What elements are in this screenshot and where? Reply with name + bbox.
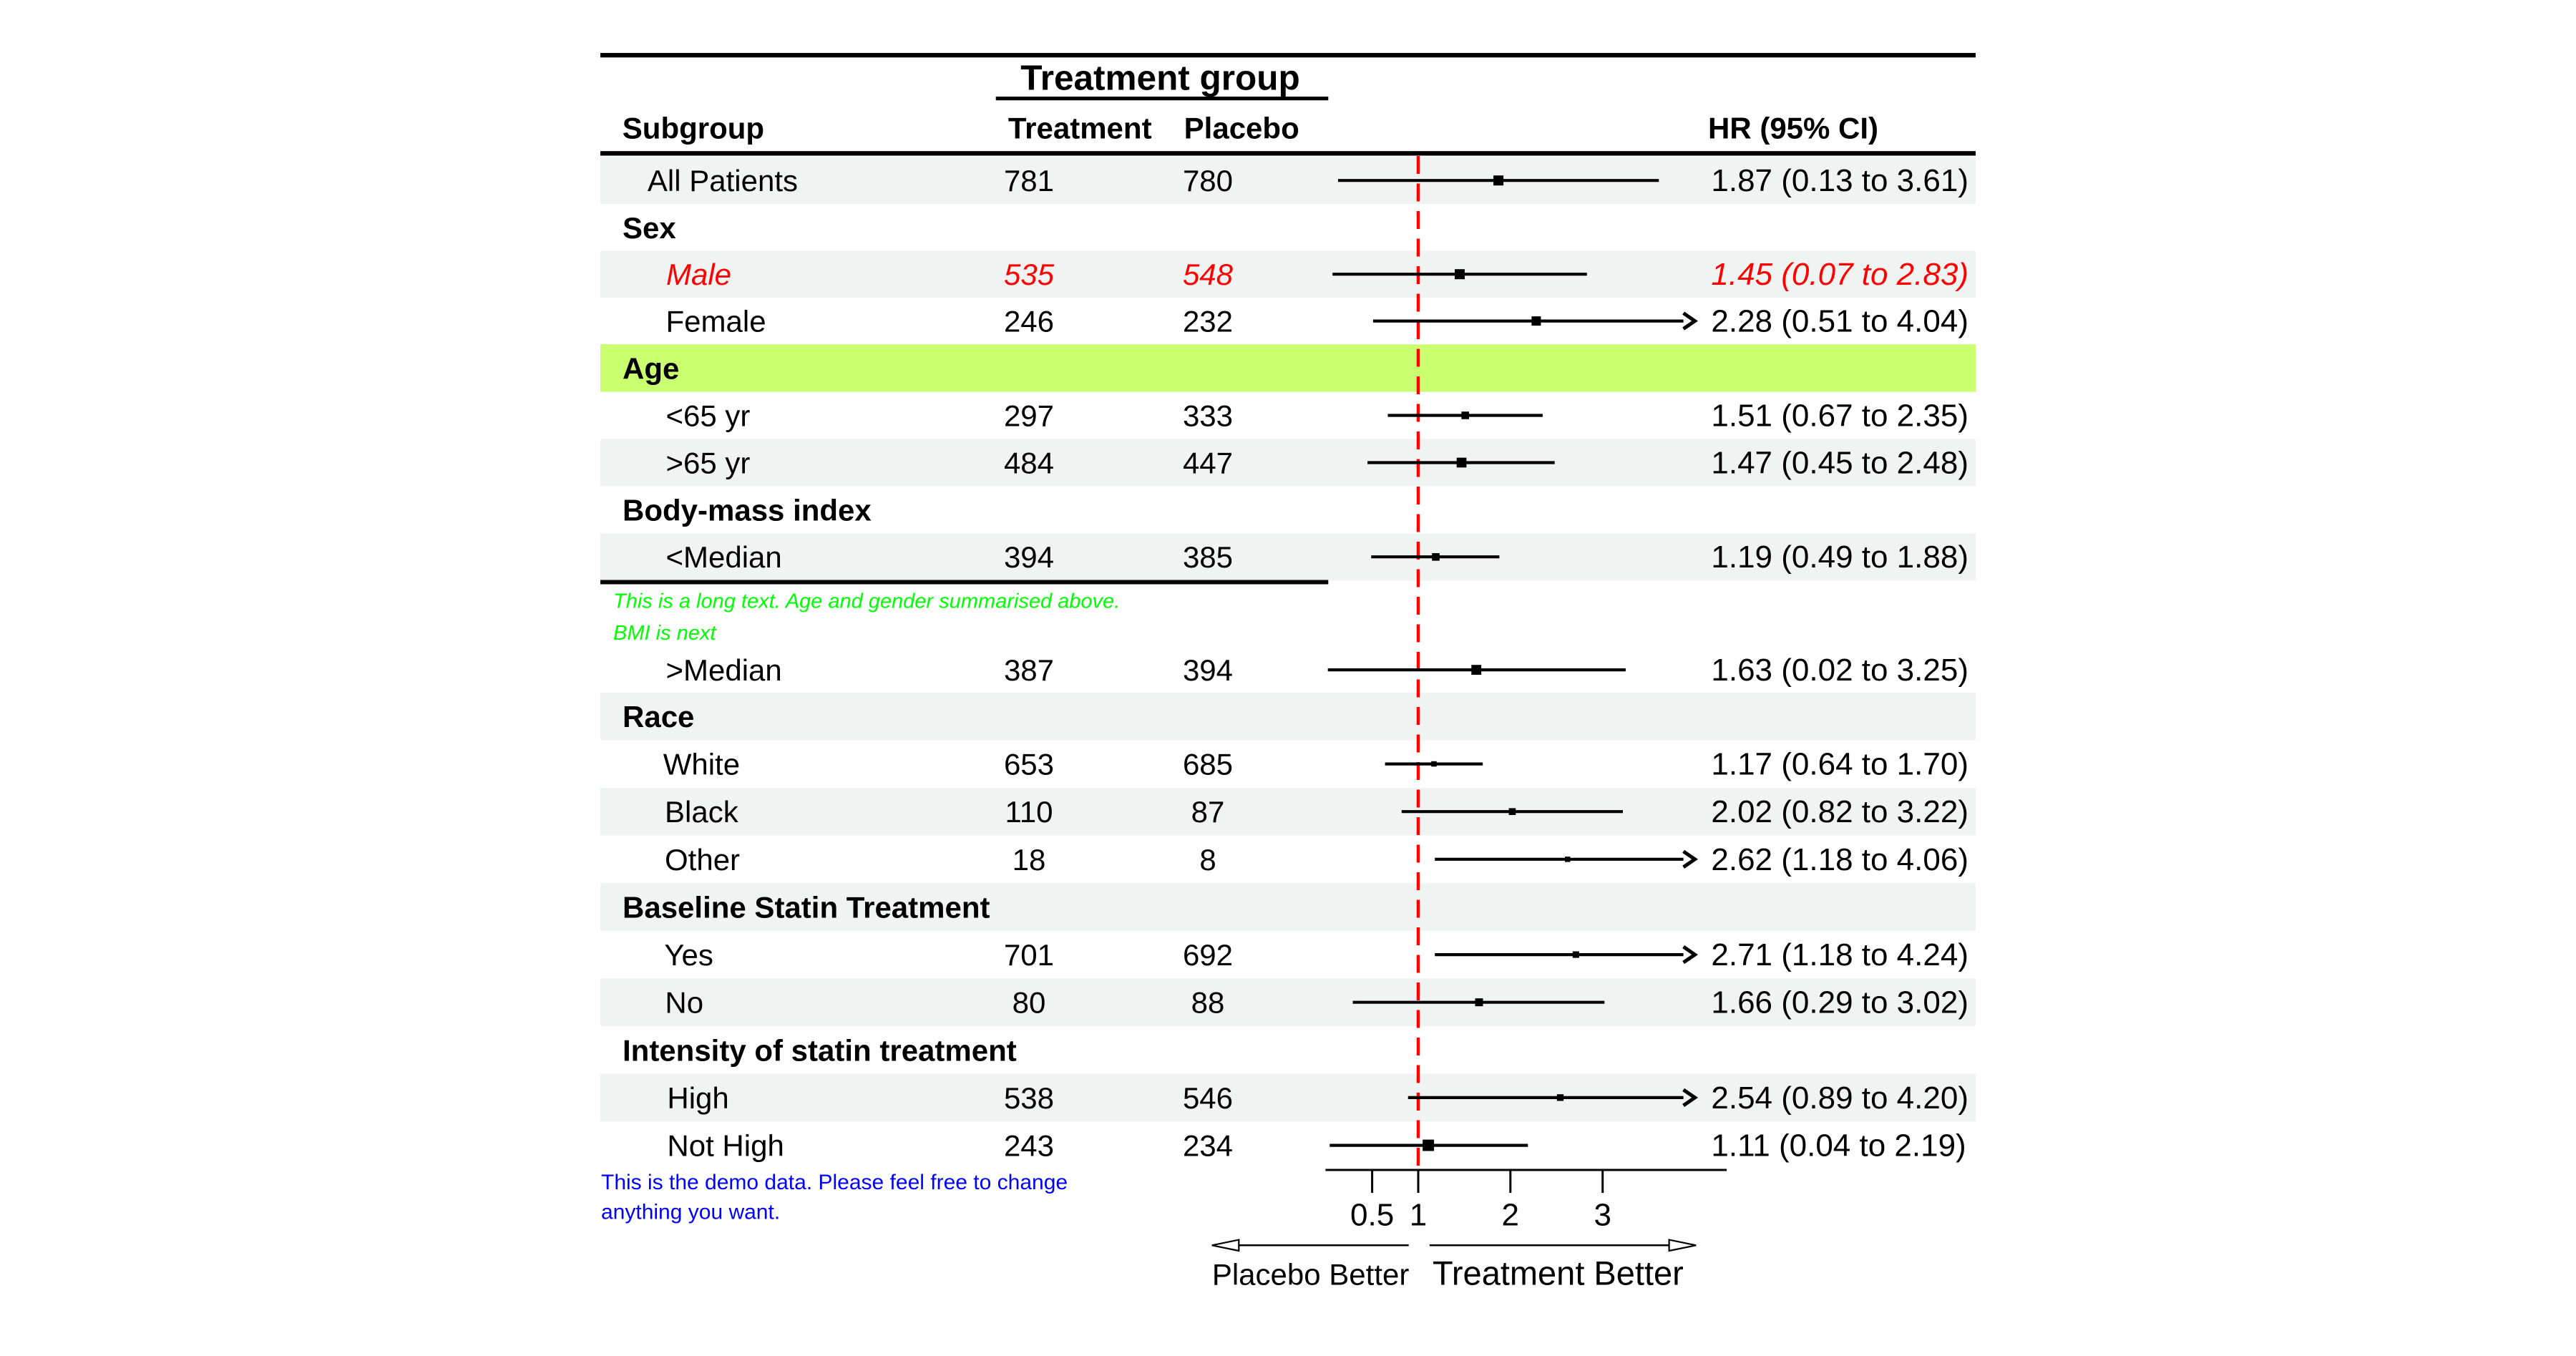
svg-text:535: 535	[1004, 258, 1055, 291]
svg-text:1.11 (0.04 to 2.19): 1.11 (0.04 to 2.19)	[1711, 1128, 1966, 1164]
svg-text:2.28 (0.51 to 4.04): 2.28 (0.51 to 4.04)	[1711, 304, 1968, 339]
svg-text:3: 3	[1594, 1198, 1611, 1233]
svg-text:Yes: Yes	[664, 938, 713, 972]
svg-text:0.5: 0.5	[1350, 1198, 1394, 1233]
svg-text:Age: Age	[623, 351, 679, 385]
svg-text:Treatment Better: Treatment Better	[1433, 1254, 1684, 1292]
svg-text:High: High	[667, 1081, 728, 1115]
svg-text:1.66 (0.29 to 3.02): 1.66 (0.29 to 3.02)	[1711, 985, 1968, 1020]
svg-text:692: 692	[1183, 938, 1233, 972]
svg-text:Treatment: Treatment	[1008, 112, 1152, 145]
svg-text:Female: Female	[666, 305, 766, 338]
svg-text:Male: Male	[666, 258, 731, 291]
svg-text:2.62 (1.18 to 4.06): 2.62 (1.18 to 4.06)	[1711, 842, 1968, 877]
svg-text:538: 538	[1004, 1081, 1054, 1115]
svg-text:1.51 (0.67 to 2.35): 1.51 (0.67 to 2.35)	[1711, 399, 1968, 434]
svg-text:2.71 (1.18 to 4.24): 2.71 (1.18 to 4.24)	[1711, 937, 1968, 972]
svg-text:White: White	[663, 748, 740, 781]
svg-text:Sex: Sex	[623, 211, 676, 245]
svg-text:88: 88	[1191, 986, 1225, 1020]
svg-text:546: 546	[1183, 1081, 1233, 1115]
svg-text:1: 1	[1410, 1198, 1427, 1233]
svg-text:653: 653	[1004, 748, 1054, 781]
svg-text:Body-mass index: Body-mass index	[623, 493, 872, 527]
svg-text:1.87 (0.13 to 3.61): 1.87 (0.13 to 3.61)	[1711, 163, 1968, 198]
svg-text:Placebo: Placebo	[1184, 112, 1299, 145]
svg-text:1.19 (0.49 to 1.88): 1.19 (0.49 to 1.88)	[1711, 540, 1968, 575]
svg-text:87: 87	[1191, 795, 1225, 829]
svg-text:>65 yr: >65 yr	[666, 447, 751, 480]
svg-text:Not High: Not High	[667, 1129, 784, 1163]
svg-text:484: 484	[1004, 447, 1054, 480]
svg-text:anything you want.: anything you want.	[601, 1201, 780, 1224]
svg-text:243: 243	[1004, 1129, 1054, 1163]
svg-text:685: 685	[1183, 748, 1233, 781]
svg-text:Subgroup: Subgroup	[623, 112, 764, 145]
svg-text:394: 394	[1183, 653, 1233, 687]
svg-text:This is the demo data. Please: This is the demo data. Please feel free …	[601, 1171, 1068, 1194]
svg-text:8: 8	[1199, 843, 1216, 877]
svg-text:1.17 (0.64 to 1.70): 1.17 (0.64 to 1.70)	[1711, 747, 1968, 782]
svg-text:This is a long text. Age and g: This is a long text. Age and gender summ…	[613, 590, 1120, 613]
svg-text:Other: Other	[665, 843, 740, 877]
svg-text:HR (95% CI): HR (95% CI)	[1708, 112, 1878, 145]
svg-text:1.47 (0.45 to 2.48): 1.47 (0.45 to 2.48)	[1711, 446, 1968, 481]
svg-text:Black: Black	[665, 795, 739, 829]
svg-text:385: 385	[1183, 540, 1233, 574]
svg-text:701: 701	[1004, 938, 1054, 972]
svg-text:2: 2	[1502, 1198, 1519, 1233]
svg-text:387: 387	[1004, 653, 1054, 687]
svg-text:548: 548	[1183, 258, 1234, 291]
svg-text:>Median: >Median	[666, 653, 782, 687]
svg-text:Treatment group: Treatment group	[1020, 59, 1300, 98]
svg-text:234: 234	[1183, 1129, 1233, 1163]
svg-text:18: 18	[1013, 843, 1046, 877]
svg-text:BMI is next: BMI is next	[613, 622, 717, 645]
svg-text:<Median: <Median	[666, 540, 782, 574]
svg-text:1.63 (0.02 to 3.25): 1.63 (0.02 to 3.25)	[1711, 653, 1968, 688]
svg-text:Baseline Statin Treatment: Baseline Statin Treatment	[623, 891, 990, 925]
svg-text:Race: Race	[623, 700, 694, 733]
svg-text:2.02 (0.82 to 3.22): 2.02 (0.82 to 3.22)	[1711, 794, 1968, 829]
svg-text:110: 110	[1005, 795, 1053, 829]
svg-text:447: 447	[1183, 447, 1233, 480]
svg-text:No: No	[665, 986, 703, 1020]
svg-text:80: 80	[1013, 986, 1046, 1020]
svg-text:394: 394	[1004, 540, 1054, 574]
svg-text:All Patients: All Patients	[648, 164, 798, 197]
svg-text:Placebo Better: Placebo Better	[1212, 1257, 1410, 1291]
svg-text:246: 246	[1004, 305, 1054, 338]
svg-text:297: 297	[1004, 399, 1054, 433]
svg-text:<65 yr: <65 yr	[666, 399, 751, 433]
svg-text:780: 780	[1183, 164, 1233, 197]
svg-text:Intensity of statin treatment: Intensity of statin treatment	[623, 1033, 1017, 1067]
svg-text:232: 232	[1183, 305, 1233, 338]
svg-text:1.45 (0.07 to 2.83): 1.45 (0.07 to 2.83)	[1711, 257, 1968, 292]
svg-text:781: 781	[1004, 164, 1054, 197]
svg-text:2.54 (0.89 to 4.20): 2.54 (0.89 to 4.20)	[1711, 1081, 1968, 1116]
svg-text:333: 333	[1183, 399, 1233, 433]
